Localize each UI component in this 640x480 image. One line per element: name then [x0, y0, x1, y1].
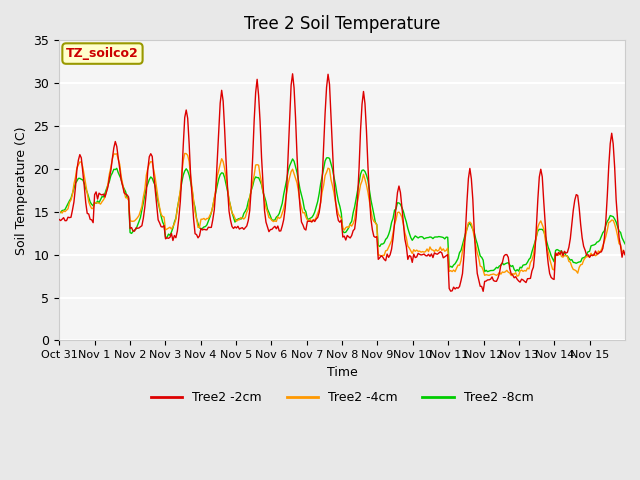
Title: Tree 2 Soil Temperature: Tree 2 Soil Temperature: [244, 15, 440, 33]
X-axis label: Time: Time: [326, 366, 358, 379]
Y-axis label: Soil Temperature (C): Soil Temperature (C): [15, 126, 28, 254]
Legend: Tree2 -2cm, Tree2 -4cm, Tree2 -8cm: Tree2 -2cm, Tree2 -4cm, Tree2 -8cm: [146, 386, 538, 409]
Text: TZ_soilco2: TZ_soilco2: [66, 47, 139, 60]
